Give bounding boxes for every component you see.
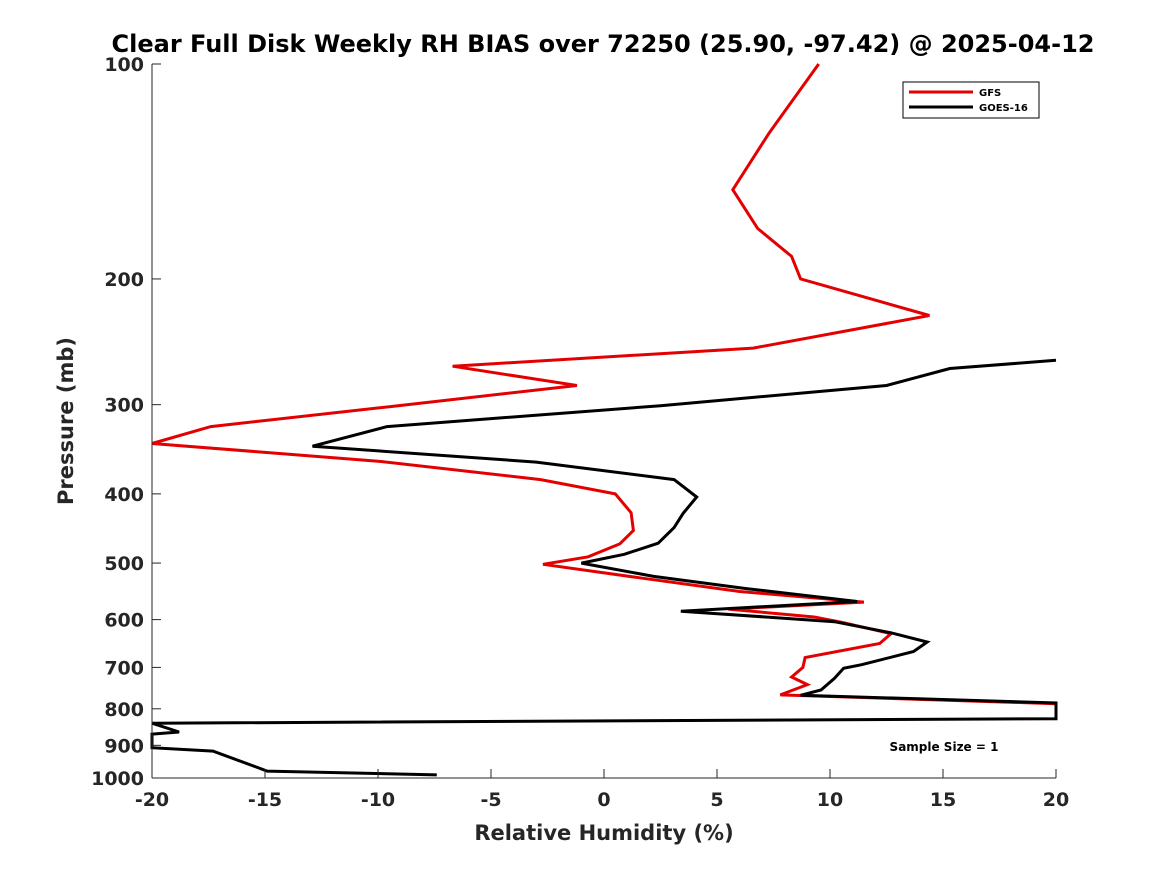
x-tick-label: 10 bbox=[817, 789, 843, 811]
y-tick-label: 400 bbox=[104, 484, 144, 506]
y-tick-label: 500 bbox=[104, 553, 144, 575]
y-tick-label: 800 bbox=[104, 699, 144, 721]
series-layer bbox=[150, 63, 1058, 777]
x-tick-label: 15 bbox=[930, 789, 956, 811]
y-tick-label: 700 bbox=[104, 657, 144, 679]
x-tick-label: -10 bbox=[361, 789, 395, 811]
x-tick-label: -15 bbox=[248, 789, 282, 811]
x-axis-label: Relative Humidity (%) bbox=[474, 821, 733, 845]
y-tick-label: 100 bbox=[104, 54, 144, 76]
x-tick-label: -5 bbox=[480, 789, 501, 811]
y-tick-label: 300 bbox=[104, 395, 144, 417]
legend: GFS GOES-16 bbox=[902, 81, 1040, 119]
y-tick-label: 1000 bbox=[91, 768, 144, 790]
plot-area bbox=[152, 64, 1056, 778]
legend-label-gfs: GFS bbox=[979, 88, 1001, 99]
x-tick-label: 20 bbox=[1043, 789, 1069, 811]
y-tick-label: 900 bbox=[104, 735, 144, 757]
x-ticks: -20 -15 -10 -5 0 5 10 15 20 bbox=[135, 769, 1069, 811]
y-tick-label: 600 bbox=[104, 610, 144, 632]
chart-title: Clear Full Disk Weekly RH BIAS over 7225… bbox=[112, 30, 1095, 58]
series-line-goes-16 bbox=[150, 358, 1058, 777]
legend-label-goes16: GOES-16 bbox=[979, 103, 1028, 114]
legend-box bbox=[902, 81, 1040, 119]
series-line-gfs bbox=[151, 63, 1057, 706]
y-ticks: 100 200 300 400 500 600 700 800 900 1000 bbox=[91, 54, 161, 790]
y-axis-label: Pressure (mb) bbox=[54, 337, 78, 505]
sample-size-annotation: Sample Size = 1 bbox=[890, 740, 999, 754]
x-tick-label: 0 bbox=[597, 789, 610, 811]
x-tick-label: -20 bbox=[135, 789, 169, 811]
y-tick-label: 200 bbox=[104, 269, 144, 291]
x-tick-label: 5 bbox=[710, 789, 723, 811]
plot-background bbox=[152, 64, 1056, 778]
